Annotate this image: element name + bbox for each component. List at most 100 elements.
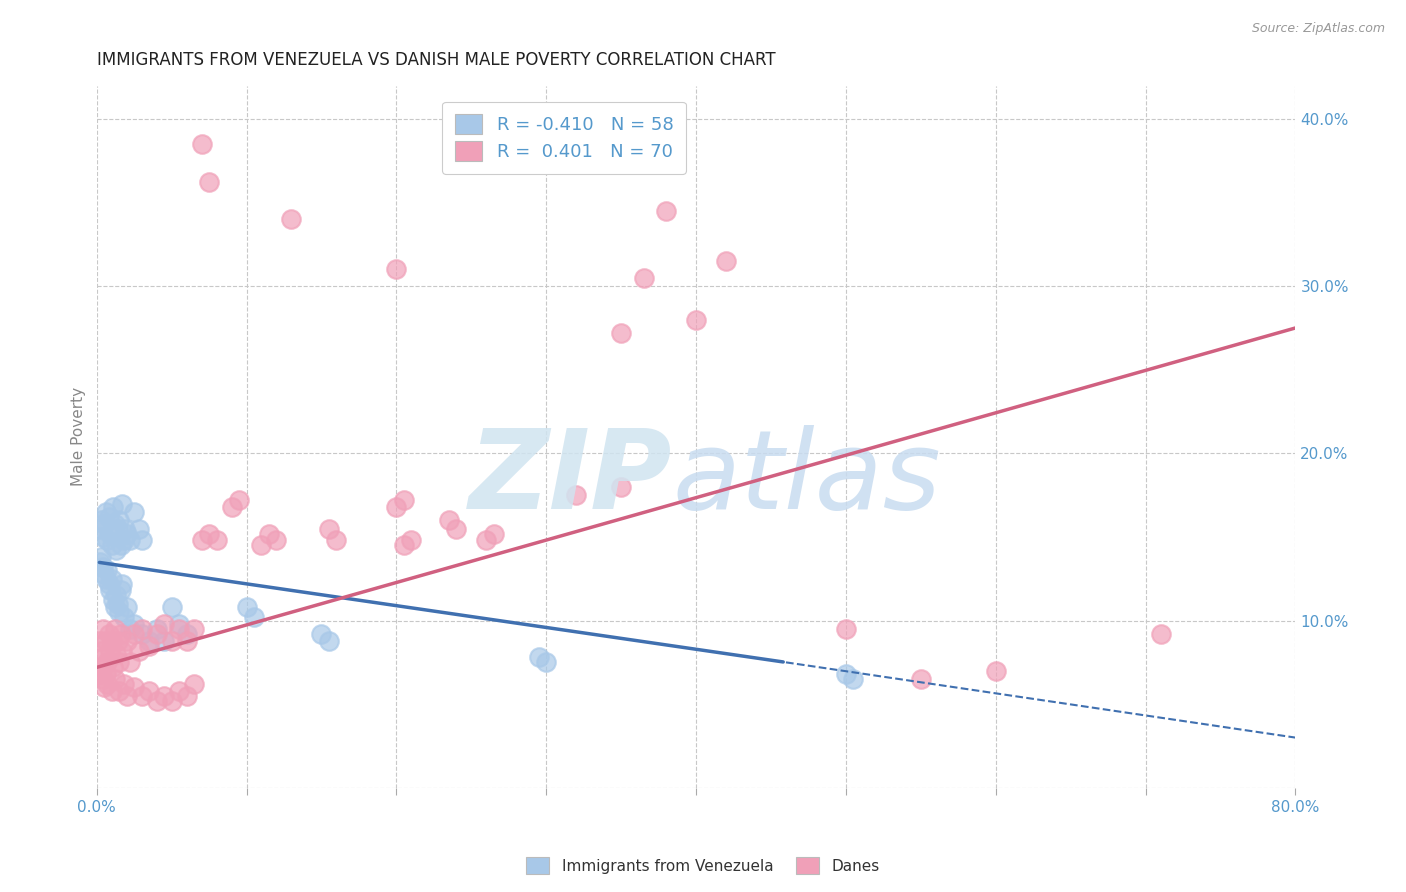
Point xyxy=(685,312,707,326)
Point xyxy=(243,610,266,624)
Point xyxy=(122,681,145,695)
Point xyxy=(105,543,128,558)
Point xyxy=(385,262,408,277)
Point xyxy=(131,533,153,548)
Point xyxy=(104,672,127,686)
Point xyxy=(183,677,205,691)
Point xyxy=(145,694,167,708)
Point xyxy=(115,633,138,648)
Point xyxy=(714,254,737,268)
Point xyxy=(325,533,347,548)
Point xyxy=(100,538,122,552)
Point xyxy=(128,643,150,657)
Point xyxy=(100,683,122,698)
Point xyxy=(94,667,117,681)
Text: IMMIGRANTS FROM VENEZUELA VS DANISH MALE POVERTY CORRELATION CHART: IMMIGRANTS FROM VENEZUELA VS DANISH MALE… xyxy=(97,51,775,69)
Point xyxy=(475,533,498,548)
Point xyxy=(112,533,135,548)
Point xyxy=(176,633,198,648)
Point xyxy=(392,538,415,552)
Point xyxy=(94,505,117,519)
Point xyxy=(101,660,124,674)
Point xyxy=(93,566,115,581)
Point xyxy=(633,270,655,285)
Point xyxy=(101,593,124,607)
Point xyxy=(131,689,153,703)
Point xyxy=(104,622,127,636)
Point xyxy=(93,650,115,665)
Point xyxy=(96,563,118,577)
Point xyxy=(131,627,153,641)
Point xyxy=(145,627,167,641)
Point xyxy=(482,526,505,541)
Point xyxy=(205,533,228,548)
Point xyxy=(108,513,131,527)
Point xyxy=(318,522,340,536)
Point xyxy=(392,493,415,508)
Point xyxy=(115,689,138,703)
Point xyxy=(153,633,176,648)
Text: Source: ZipAtlas.com: Source: ZipAtlas.com xyxy=(1251,22,1385,36)
Point xyxy=(105,647,128,661)
Point xyxy=(183,622,205,636)
Point xyxy=(97,627,120,641)
Point xyxy=(257,526,280,541)
Point xyxy=(266,533,288,548)
Point xyxy=(97,576,120,591)
Point xyxy=(176,627,198,641)
Point xyxy=(89,522,111,536)
Point xyxy=(153,689,176,703)
Point xyxy=(118,622,141,636)
Point xyxy=(98,583,121,598)
Point xyxy=(94,572,117,586)
Point xyxy=(446,522,468,536)
Point xyxy=(167,616,190,631)
Point xyxy=(107,597,129,611)
Point xyxy=(96,677,118,691)
Point xyxy=(112,677,135,691)
Point xyxy=(176,689,198,703)
Point xyxy=(96,533,118,548)
Point xyxy=(910,672,932,686)
Y-axis label: Male Poverty: Male Poverty xyxy=(72,387,86,486)
Point xyxy=(108,683,131,698)
Point xyxy=(97,509,120,524)
Point xyxy=(190,136,212,151)
Point xyxy=(167,683,190,698)
Point xyxy=(138,683,160,698)
Point xyxy=(401,533,423,548)
Point xyxy=(534,656,557,670)
Point xyxy=(160,633,183,648)
Point xyxy=(160,600,183,615)
Point xyxy=(89,667,111,681)
Point xyxy=(100,633,122,648)
Point xyxy=(115,526,138,541)
Point xyxy=(984,664,1007,678)
Point xyxy=(91,622,114,636)
Point xyxy=(110,627,132,641)
Point xyxy=(104,600,127,615)
Point xyxy=(107,522,129,536)
Point xyxy=(90,549,112,564)
Point xyxy=(138,639,160,653)
Point xyxy=(842,672,865,686)
Point xyxy=(93,681,115,695)
Text: atlas: atlas xyxy=(672,425,941,533)
Point xyxy=(122,616,145,631)
Point xyxy=(228,493,250,508)
Point xyxy=(198,176,221,190)
Point xyxy=(100,572,122,586)
Point xyxy=(190,533,212,548)
Point xyxy=(98,643,121,657)
Point xyxy=(655,203,678,218)
Point xyxy=(89,555,111,569)
Point xyxy=(527,650,550,665)
Point xyxy=(221,500,243,514)
Point xyxy=(318,633,340,648)
Point xyxy=(153,616,176,631)
Point xyxy=(122,627,145,641)
Point xyxy=(167,622,190,636)
Point xyxy=(93,516,115,531)
Point xyxy=(94,633,117,648)
Point xyxy=(565,488,588,502)
